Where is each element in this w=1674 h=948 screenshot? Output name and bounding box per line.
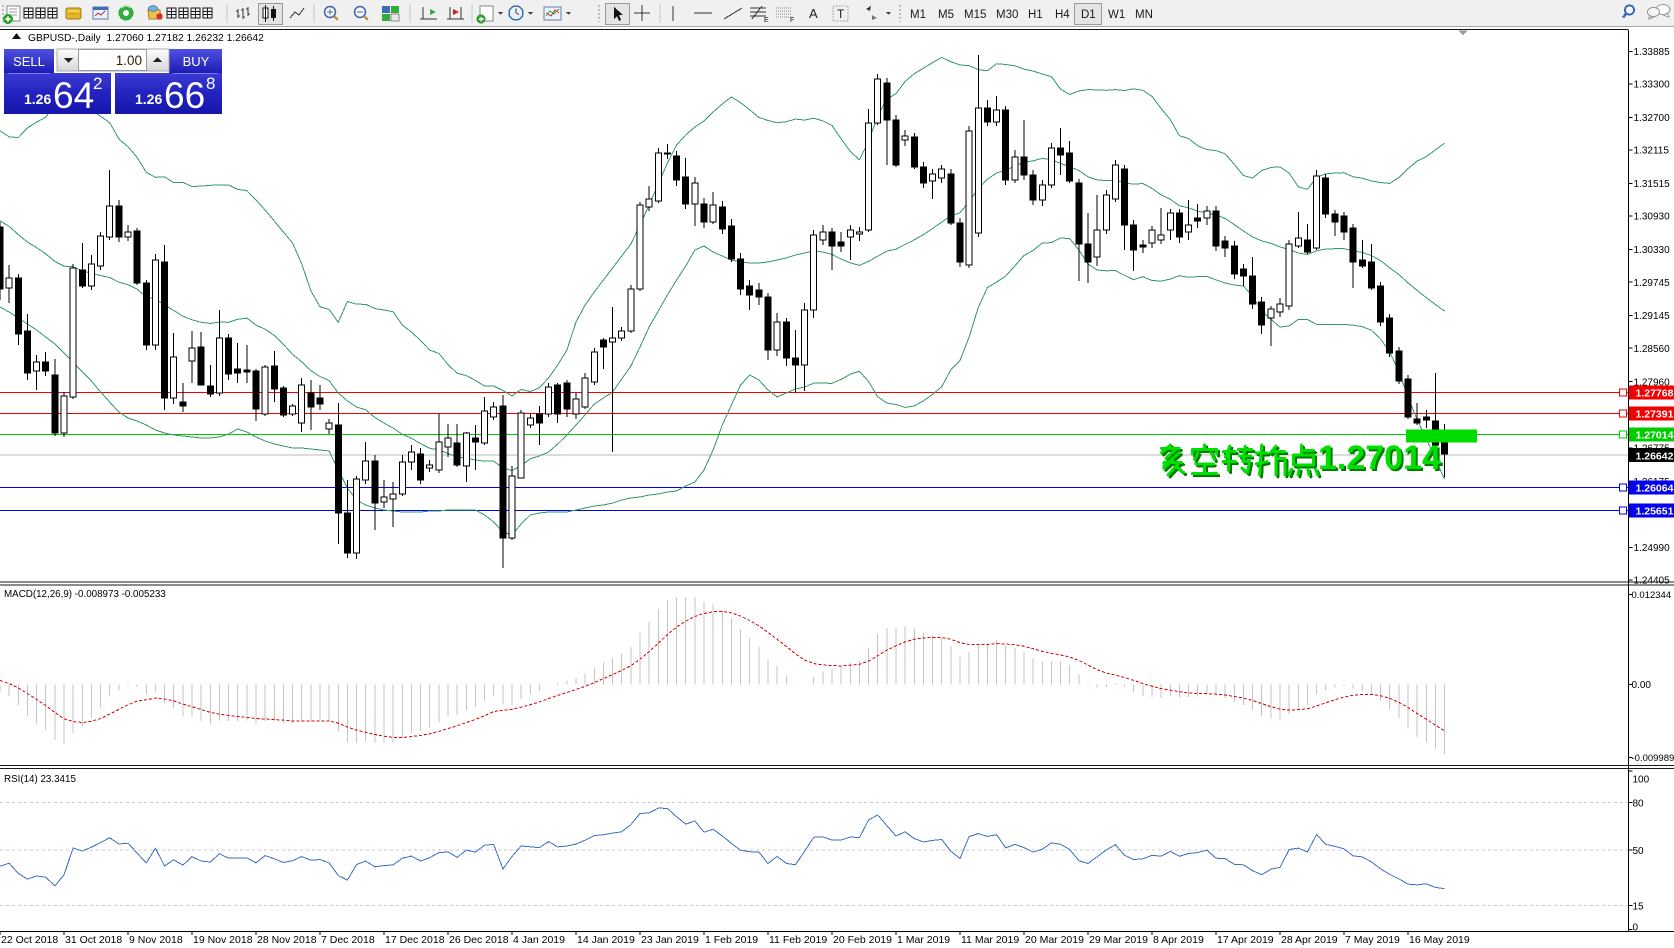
svg-text:1.27014: 1.27014 [1320,441,1443,479]
svg-text:MACD(12,26,9) -0.008973 -0.005: MACD(12,26,9) -0.008973 -0.005233 [4,589,166,600]
svg-text:1.30930: 1.30930 [1634,212,1671,223]
svg-text:A: A [809,6,818,21]
svg-text:11 Feb 2019: 11 Feb 2019 [769,934,827,946]
svg-text:M1: M1 [910,9,926,21]
svg-text:M5: M5 [938,9,954,21]
svg-text:GBPUSD-,Daily 1.27060 1.27182: GBPUSD-,Daily 1.27060 1.27182 1.26232 1.… [28,33,264,44]
svg-text:17 Apr 2019: 17 Apr 2019 [1217,934,1274,946]
svg-text:1 Feb 2019: 1 Feb 2019 [705,934,758,946]
svg-text:16 May 2019: 16 May 2019 [1409,934,1470,946]
svg-text:D1: D1 [1081,9,1096,21]
svg-text:15: 15 [1633,901,1645,912]
svg-text:1.27768: 1.27768 [1636,388,1674,400]
svg-text:1.29145: 1.29145 [1634,311,1671,322]
svg-text:80: 80 [1633,798,1645,809]
svg-text:BUY: BUY [183,54,210,69]
svg-text:H1: H1 [1028,9,1043,21]
svg-text:1.27391: 1.27391 [1636,409,1674,421]
svg-text:100: 100 [1633,775,1650,786]
svg-text:F: F [790,17,794,24]
svg-text:20 Feb 2019: 20 Feb 2019 [833,934,892,946]
svg-text:1.00: 1.00 [116,53,142,68]
svg-text:31 Oct 2018: 31 Oct 2018 [65,934,122,946]
svg-text:2: 2 [93,74,102,93]
svg-text:-0.009989: -0.009989 [1632,753,1674,764]
svg-text:1.31515: 1.31515 [1634,179,1671,190]
svg-text:23 Jan 2019: 23 Jan 2019 [641,934,699,946]
svg-text:1.27014: 1.27014 [1318,439,1441,477]
svg-text:1.24405: 1.24405 [1634,576,1671,587]
svg-text:28 Nov 2018: 28 Nov 2018 [257,934,317,946]
svg-text:8: 8 [206,74,215,93]
svg-text:1.25651: 1.25651 [1636,506,1674,518]
svg-text:22 Oct 2018: 22 Oct 2018 [1,934,58,946]
svg-text:8 Apr 2019: 8 Apr 2019 [1153,934,1204,946]
svg-text:1.33300: 1.33300 [1634,80,1671,91]
svg-text:T: T [837,7,845,21]
svg-text:1.29745: 1.29745 [1634,278,1671,289]
svg-text:1.28560: 1.28560 [1634,344,1671,355]
svg-text:H4: H4 [1055,9,1070,21]
svg-text:1.26: 1.26 [24,91,51,107]
svg-text:28 Apr 2019: 28 Apr 2019 [1281,934,1338,946]
svg-text:1.32700: 1.32700 [1634,113,1671,124]
svg-text:1.26: 1.26 [135,91,162,107]
svg-text:1.33885: 1.33885 [1634,47,1671,58]
svg-text:E: E [764,17,769,24]
svg-text:9 Nov 2018: 9 Nov 2018 [129,934,183,946]
svg-text:29 Mar 2019: 29 Mar 2019 [1089,934,1148,946]
svg-text:1.30330: 1.30330 [1634,245,1671,256]
svg-text:M15: M15 [964,9,986,21]
svg-text:0.00: 0.00 [1632,680,1652,691]
svg-text:7 May 2019: 7 May 2019 [1345,934,1400,946]
svg-text:1 Mar 2019: 1 Mar 2019 [897,934,950,946]
svg-text:4 Jan 2019: 4 Jan 2019 [513,934,565,946]
svg-text:7 Dec 2018: 7 Dec 2018 [321,934,375,946]
svg-text:20 Mar 2019: 20 Mar 2019 [1025,934,1084,946]
svg-text:SELL: SELL [13,54,45,69]
svg-text:1.24990: 1.24990 [1634,543,1671,554]
svg-text:1.32115: 1.32115 [1634,146,1670,157]
svg-text:17 Dec 2018: 17 Dec 2018 [385,934,445,946]
svg-text:50: 50 [1633,846,1645,857]
svg-text:1.27960: 1.27960 [1634,377,1671,388]
svg-text:66: 66 [164,75,205,116]
svg-text:M30: M30 [996,9,1018,21]
svg-text:1.26642: 1.26642 [1636,450,1674,462]
svg-text:26 Dec 2018: 26 Dec 2018 [449,934,509,946]
svg-text:19 Nov 2018: 19 Nov 2018 [193,934,253,946]
svg-text:0: 0 [1633,923,1639,934]
svg-text:W1: W1 [1108,9,1125,21]
svg-text:14 Jan 2019: 14 Jan 2019 [577,934,635,946]
svg-text:0.012344: 0.012344 [1632,590,1672,601]
svg-text:11 Mar 2019: 11 Mar 2019 [961,934,1019,946]
svg-text:1.26064: 1.26064 [1636,483,1674,495]
svg-text:64: 64 [53,75,94,116]
svg-text:1.27014: 1.27014 [1636,430,1674,442]
svg-text:RSI(14) 23.3415: RSI(14) 23.3415 [4,774,76,785]
svg-text:MN: MN [1135,9,1153,21]
